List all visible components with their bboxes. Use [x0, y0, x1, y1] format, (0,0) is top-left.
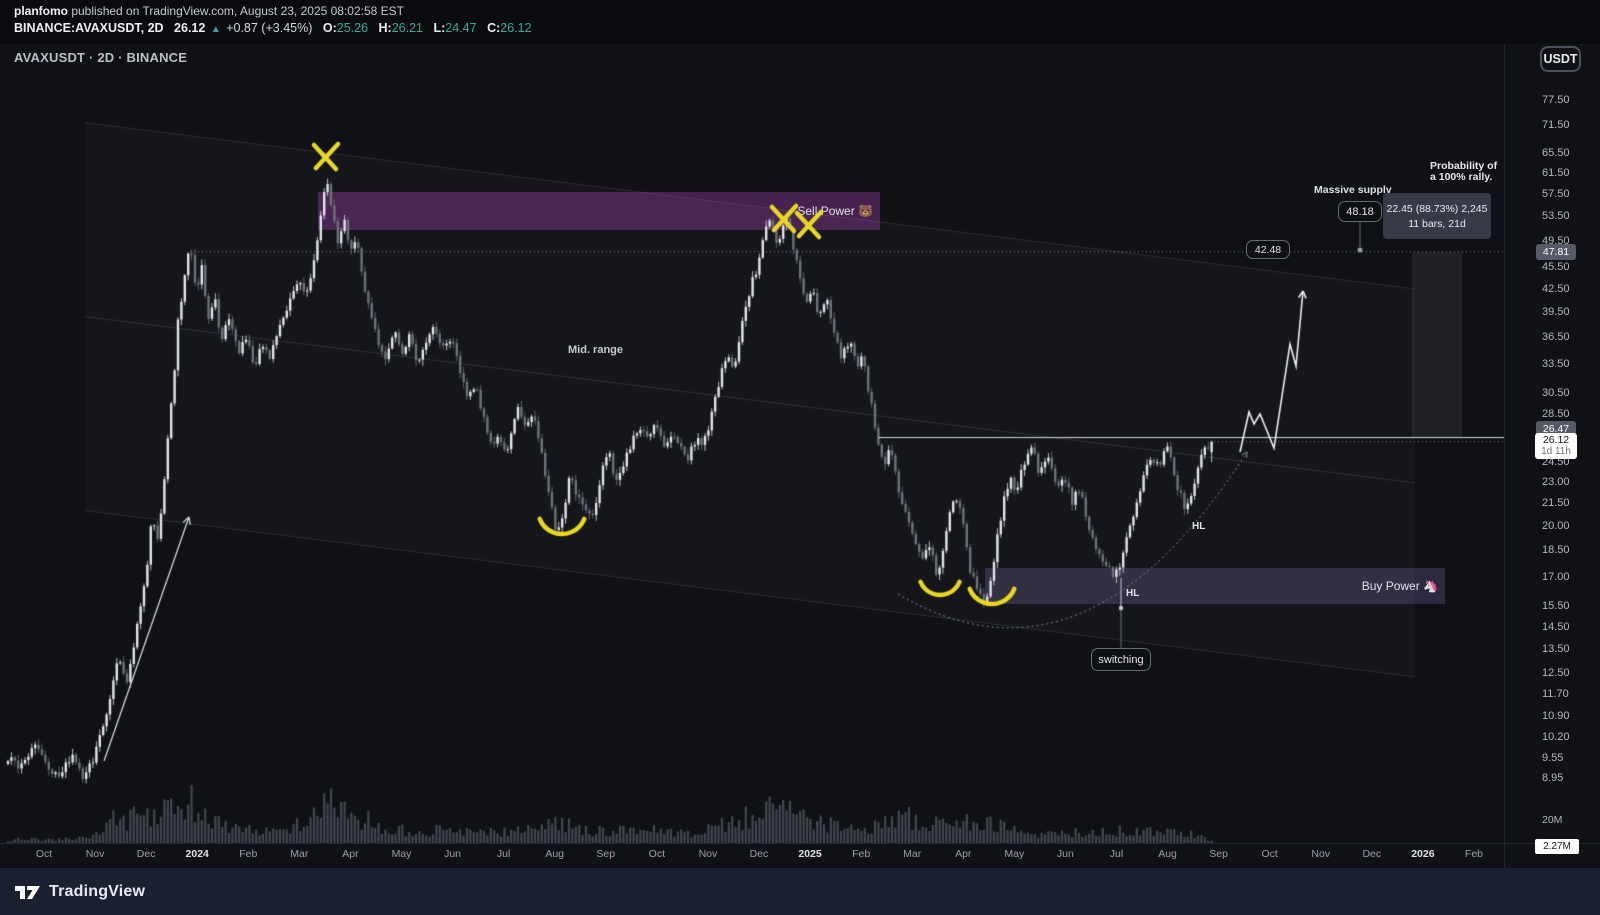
measured-move-line1: 22.45 (88.73%) 2,245	[1386, 202, 1488, 215]
tradingview-logo-icon[interactable]	[14, 880, 41, 904]
price-tick: 42.50	[1542, 282, 1570, 295]
time-tick: Oct	[1261, 848, 1278, 860]
switching-callout: switching	[1091, 648, 1151, 671]
price-tick: 9.55	[1542, 751, 1564, 764]
footer: TradingView	[0, 868, 1600, 915]
price-tick: 8.95	[1542, 772, 1564, 785]
time-tick: Feb	[1464, 848, 1483, 860]
price-tick: 10.90	[1542, 710, 1570, 723]
bar-countdown: 1d 11h	[1541, 446, 1571, 457]
time-tick: Jun	[444, 848, 462, 860]
massive-supply-label: Massive supply	[1314, 184, 1392, 196]
last-price: 26.12	[174, 21, 206, 35]
time-axis[interactable]: Oct Nov Dec 2024 Feb Mar Apr May Jun Jul Aug Sep Oct…	[0, 844, 1504, 868]
price-tick: 20.00	[1542, 519, 1570, 532]
price-tick: 39.50	[1542, 305, 1570, 318]
time-tick: Nov	[698, 848, 718, 860]
higher-low-label-1: HL	[1126, 588, 1140, 599]
symbol-watermark: AVAXUSDT · 2D · BINANCE	[14, 50, 188, 65]
price-tick: 18.50	[1542, 544, 1570, 557]
price-tick: 65.50	[1542, 146, 1570, 159]
ohlc-open: O:25.26	[322, 21, 369, 35]
probability-note: Probability of a 100% rally.	[1430, 160, 1498, 183]
price-tick: 13.50	[1542, 643, 1570, 656]
price-tick: 21.50	[1542, 496, 1570, 509]
author-name[interactable]: planfomo	[14, 4, 68, 18]
time-tick: Apr	[955, 848, 972, 860]
time-tick: 2024	[185, 848, 209, 860]
price-tick: 15.50	[1542, 599, 1570, 612]
time-tick: Dec	[749, 848, 769, 860]
price-tick: 53.50	[1542, 210, 1570, 223]
time-tick: Oct	[35, 848, 53, 860]
measured-move-tooltip: 22.45 (88.73%) 2,245 11 bars, 21d	[1383, 193, 1491, 239]
time-tick: May	[1004, 848, 1025, 860]
price-tick: 28.50	[1542, 408, 1570, 421]
price-tick: 33.50	[1542, 357, 1570, 370]
price-tick: 30.50	[1542, 387, 1570, 399]
time-tick: Aug	[545, 848, 565, 860]
price-tick: 45.50	[1542, 261, 1570, 274]
last-price-value: 26.12	[1542, 433, 1570, 446]
price-tick: 49.50	[1542, 234, 1570, 247]
up-arrow-icon: ▲	[210, 24, 221, 35]
tradingview-wordmark[interactable]: TradingView	[49, 882, 146, 900]
time-tick: Feb	[852, 848, 871, 860]
volume-axis-tick: 20M	[1542, 814, 1563, 826]
mid-range-label: Mid. range	[568, 344, 624, 356]
time-tick: Sep	[1209, 848, 1228, 860]
price-tick: 14.50	[1542, 620, 1570, 633]
last-price-badge: 26.12 1d 11h	[1535, 433, 1577, 459]
target-price-callout: 42.48	[1246, 240, 1290, 259]
symbol-name: BINANCE:AVAXUSDT, 2D	[14, 21, 164, 35]
price-tick: 77.50	[1542, 94, 1570, 106]
ohlc-close: C:26.12	[487, 21, 532, 35]
time-tick: 2025	[798, 848, 822, 860]
time-tick: Jul	[496, 848, 511, 860]
time-tick: Apr	[342, 848, 359, 860]
publish-line: planfomo published on TradingView.com, A…	[14, 4, 404, 18]
publish-info: published on TradingView.com, August 23,…	[68, 4, 405, 18]
price-tick: 36.50	[1542, 330, 1570, 343]
price-tick: 10.20	[1542, 731, 1570, 744]
higher-low-label-2: HL	[1192, 521, 1206, 532]
publish-bar: planfomo published on TradingView.com, A…	[0, 0, 1600, 44]
price-tick: 17.00	[1542, 570, 1570, 583]
time-axis-separator	[0, 843, 1600, 844]
ohlc-low: L:24.47	[433, 21, 477, 35]
price-tick: 23.00	[1542, 475, 1570, 488]
time-tick: Mar	[290, 848, 309, 860]
price-tick: 12.50	[1542, 667, 1570, 680]
price-tick: 71.50	[1542, 119, 1570, 132]
supply-level-badge: 47.81	[1536, 244, 1576, 260]
time-tick: Aug	[1158, 848, 1177, 860]
supply-price-callout: 48.18	[1338, 201, 1382, 222]
time-tick: May	[391, 848, 412, 860]
time-tick: Dec	[136, 848, 156, 860]
time-tick: Jun	[1056, 848, 1074, 860]
symbol-ohlc-readout: BINANCE:AVAXUSDT, 2D 26.12 ▲ +0.87 (+3.4…	[14, 21, 532, 35]
time-tick: Sep	[596, 848, 616, 860]
time-tick: Jul	[1109, 848, 1124, 860]
price-tick: 11.70	[1542, 688, 1569, 701]
time-tick: Dec	[1362, 848, 1382, 860]
time-tick: Nov	[85, 848, 105, 860]
measured-move-line2: 11 bars, 21d	[1408, 217, 1466, 230]
price-change: +0.87 (+3.45%)	[226, 21, 313, 35]
volume-badge: 2.27M	[1535, 839, 1579, 854]
time-tick: Nov	[1311, 848, 1331, 860]
time-tick: Oct	[648, 848, 665, 860]
price-tick: 61.50	[1542, 166, 1570, 179]
currency-button[interactable]: USDT	[1540, 46, 1581, 72]
time-tick: 2026	[1411, 848, 1435, 860]
time-tick: Feb	[239, 848, 258, 860]
time-tick: Mar	[903, 848, 922, 860]
price-tick: 57.50	[1542, 187, 1570, 200]
price-axis-separator	[1504, 44, 1505, 868]
price-axis[interactable]: 77.50 71.50 65.50 61.50 57.50 53.50 49.50 45.50…	[1504, 44, 1600, 868]
ohlc-high: H:26.21	[378, 21, 423, 35]
